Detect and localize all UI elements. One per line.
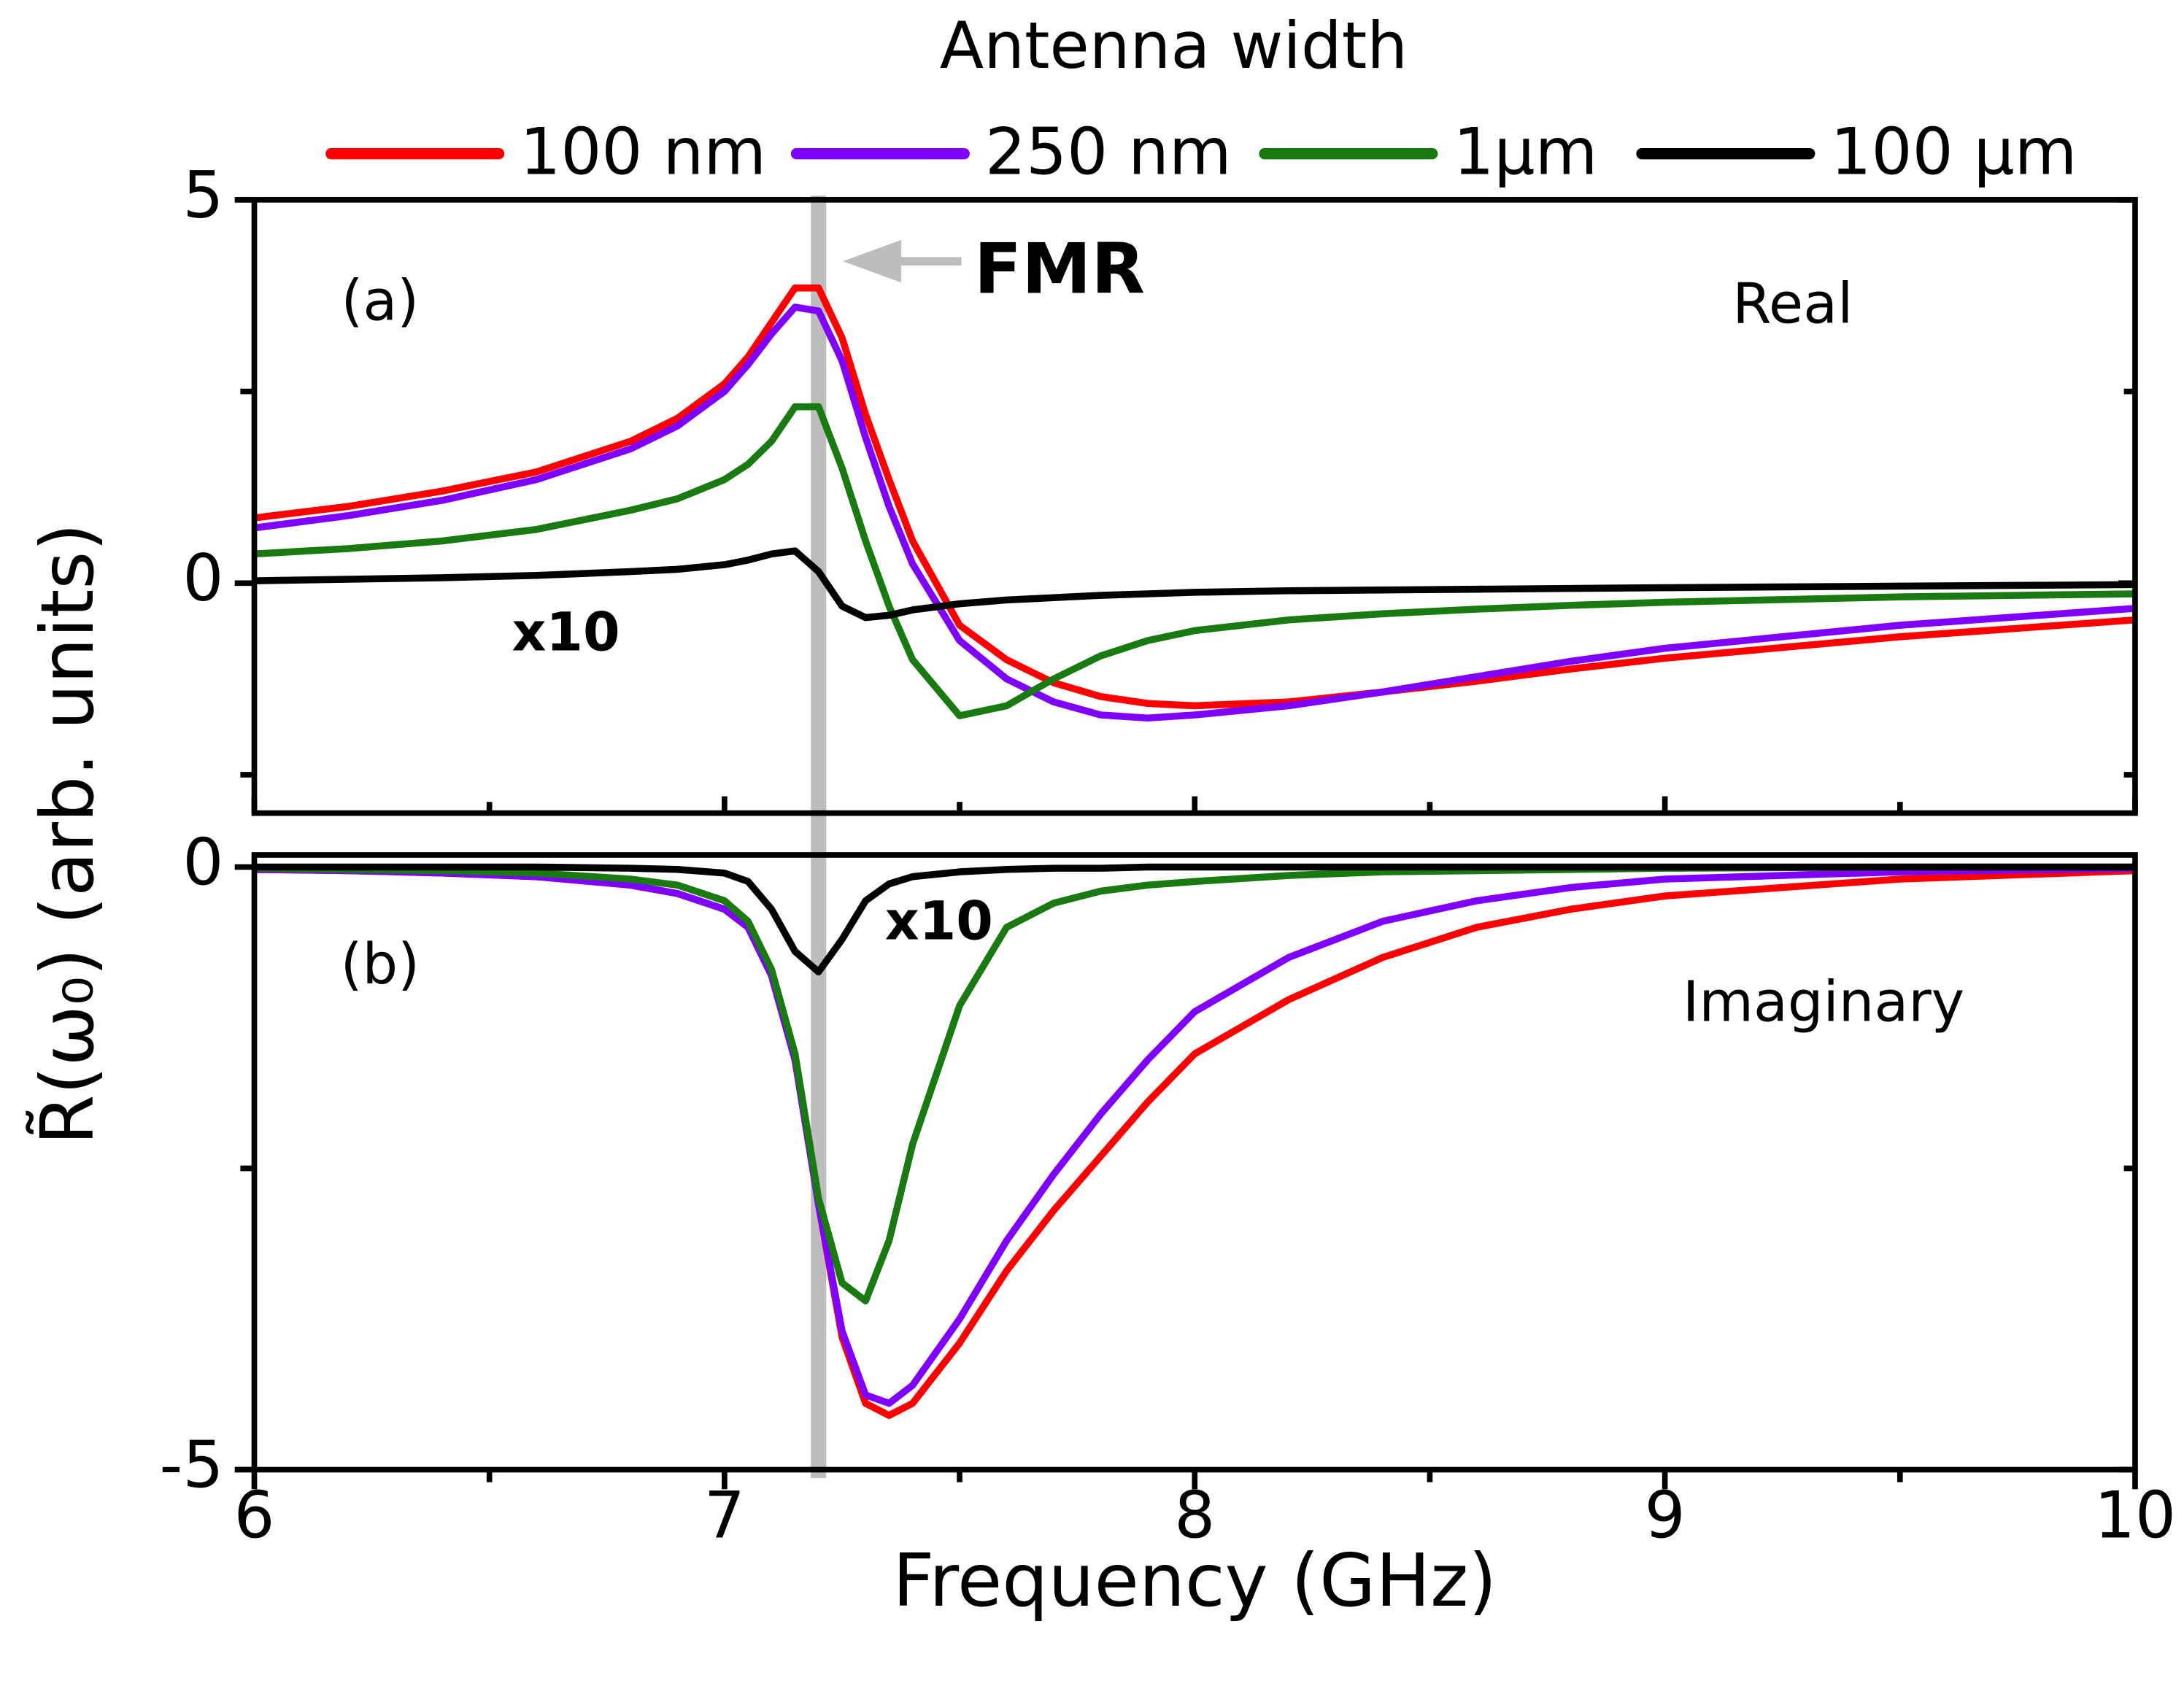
series-line bbox=[254, 547, 2135, 622]
series-line bbox=[254, 863, 2135, 1305]
legend-label: 100 μm bbox=[1831, 114, 2077, 189]
series-line bbox=[254, 865, 2135, 1419]
series-line bbox=[254, 864, 2135, 1407]
legend-label: 1μm bbox=[1454, 114, 1598, 189]
panel-frame bbox=[251, 852, 2138, 1473]
x-tick-label: 7 bbox=[704, 1477, 745, 1552]
fmr-label: FMR bbox=[974, 228, 1145, 310]
x-axis-label: Frequency (GHz) bbox=[892, 1539, 1497, 1623]
panel-annotation: Real bbox=[1732, 271, 1853, 336]
plot-area bbox=[254, 863, 2135, 1419]
plot-area bbox=[254, 284, 2135, 722]
series-line bbox=[254, 303, 2135, 722]
panel-label: (a) bbox=[342, 268, 420, 333]
x-tick-label: 10 bbox=[2094, 1477, 2176, 1552]
x-tick-label: 8 bbox=[1174, 1477, 1215, 1552]
scale-note: x10 bbox=[885, 891, 993, 953]
panel-label: (b) bbox=[341, 932, 420, 997]
panel-annotation: Imaginary bbox=[1683, 970, 1964, 1035]
x-tick-label: 6 bbox=[234, 1477, 274, 1552]
scale-note: x10 bbox=[512, 601, 620, 663]
series-line bbox=[254, 403, 2135, 719]
y-tick-label: 0 bbox=[182, 824, 223, 900]
y-axis-label: R̃(ω₀) (arb. units) bbox=[26, 523, 110, 1145]
x-tick-label: 9 bbox=[1645, 1477, 1686, 1552]
legend-title: Antenna width bbox=[940, 8, 1408, 83]
y-tick-label: 0 bbox=[182, 541, 223, 616]
fmr-arrow bbox=[843, 239, 962, 283]
series-line bbox=[254, 863, 2135, 976]
legend-label: 250 nm bbox=[985, 114, 1232, 189]
y-tick-label: -5 bbox=[160, 1427, 224, 1502]
y-tick-label: 5 bbox=[182, 158, 223, 233]
legend-label: 100 nm bbox=[520, 114, 766, 189]
